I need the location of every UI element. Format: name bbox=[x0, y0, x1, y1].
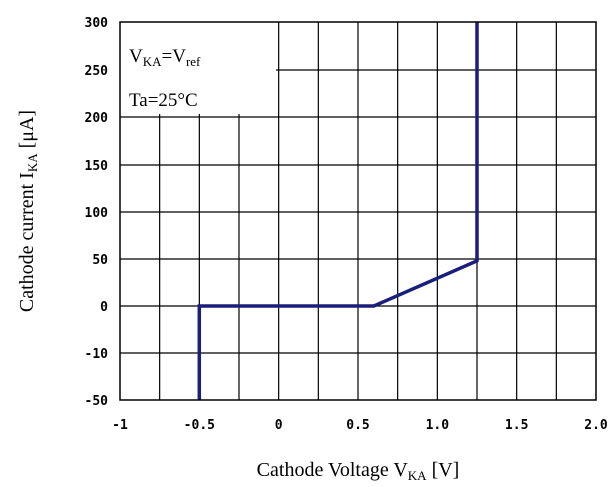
series-group bbox=[197, 22, 479, 400]
x-tick-label: 2.0 bbox=[584, 418, 608, 433]
y-tick-label: 300 bbox=[85, 16, 109, 31]
y-tick-label: 50 bbox=[92, 253, 108, 268]
x-tick-label: 0.5 bbox=[346, 418, 369, 433]
x-tick-label: 1.5 bbox=[505, 418, 528, 433]
x-tick-label: 0 bbox=[275, 418, 283, 433]
y-tick-label: 0 bbox=[100, 300, 108, 315]
x-tick-label: -1 bbox=[112, 418, 128, 433]
x-tick-label: 1.0 bbox=[426, 418, 450, 433]
y-tick-label: -10 bbox=[85, 347, 109, 362]
condition-labels: VKA=Vref Ta=25°C bbox=[129, 46, 201, 111]
y-axis-title: Cathode current IKA [μA] bbox=[16, 110, 40, 312]
tick-labels: -1 -0.5 0 0.5 1.0 1.5 2.0 -50 -10 0 50 100 150 200 250… bbox=[85, 16, 608, 433]
x-axis-title: Cathode Voltage VKA [V] bbox=[257, 459, 460, 483]
series-line bbox=[197, 22, 479, 400]
y-tick-label: 100 bbox=[85, 206, 109, 221]
condition-label: Ta=25°C bbox=[129, 90, 198, 111]
y-tick-label: -50 bbox=[85, 394, 109, 409]
x-tick-label: -0.5 bbox=[184, 418, 215, 433]
condition-box bbox=[120, 22, 276, 114]
condition-label: VKA=Vref bbox=[129, 46, 201, 69]
plot-frame bbox=[119, 21, 597, 401]
y-tick-label: 250 bbox=[85, 64, 109, 79]
y-tick-label: 150 bbox=[85, 159, 109, 174]
y-tick-label: 200 bbox=[85, 111, 109, 126]
